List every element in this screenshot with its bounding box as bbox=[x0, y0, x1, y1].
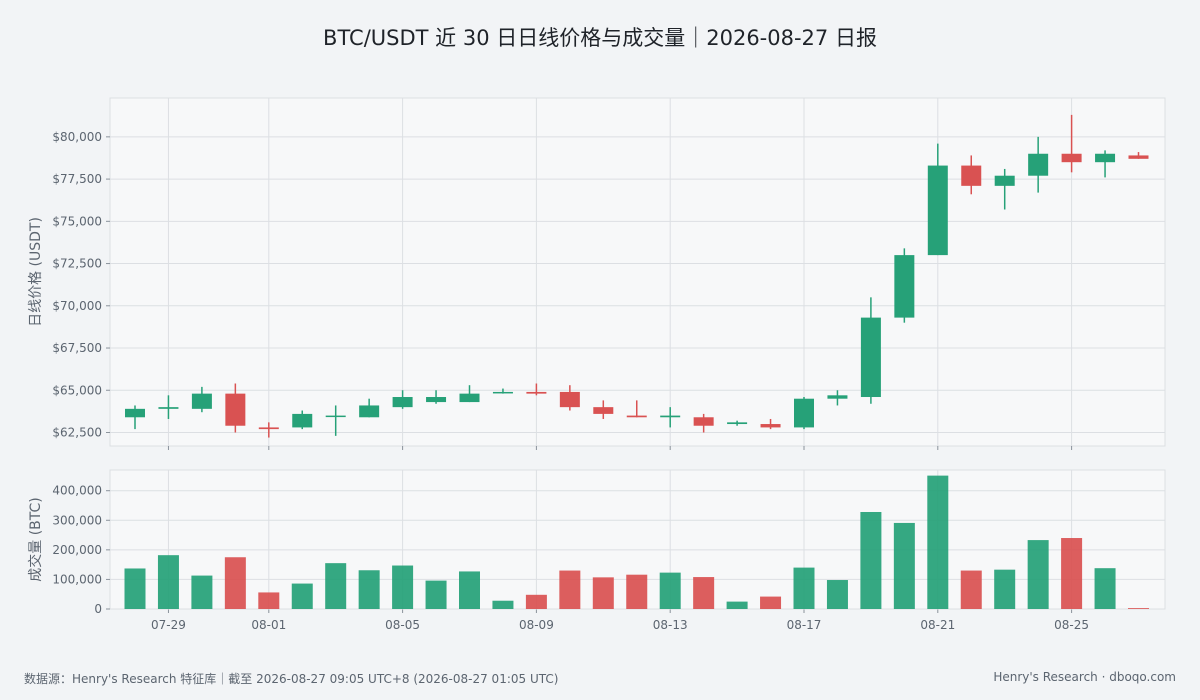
volume-ytick-label: 0 bbox=[94, 602, 102, 616]
volume-bar bbox=[559, 570, 581, 609]
volume-bar bbox=[1094, 568, 1116, 609]
candle-body bbox=[559, 391, 580, 408]
volume-bar bbox=[358, 570, 380, 609]
candle-body bbox=[693, 417, 714, 426]
volume-bar bbox=[927, 475, 949, 609]
candle-body bbox=[158, 407, 179, 409]
candle-body bbox=[492, 391, 513, 394]
volume-bar bbox=[459, 571, 480, 609]
candle-body bbox=[660, 415, 681, 418]
volume-bar bbox=[693, 577, 715, 609]
volume-bar bbox=[157, 555, 179, 609]
volume-bar bbox=[325, 563, 347, 609]
candle-body bbox=[994, 175, 1015, 186]
price-ytick-label: $72,500 bbox=[52, 257, 102, 271]
candle-body bbox=[526, 391, 547, 394]
volume-bar bbox=[291, 583, 313, 609]
xtick-label: 08-09 bbox=[519, 618, 554, 632]
volume-panel: 0 100,000 200,000 300,000 400,000 成交量 (BTC) 07… bbox=[27, 469, 1166, 632]
candle-body bbox=[727, 422, 748, 425]
candle-body bbox=[961, 165, 982, 186]
volume-bar bbox=[960, 570, 982, 609]
volume-bar bbox=[994, 569, 1016, 609]
volume-bar bbox=[893, 522, 915, 609]
candle-body bbox=[258, 427, 279, 430]
footer-source: 数据源：Henry's Research 特征库｜截至 2026-08-27 0… bbox=[24, 672, 559, 686]
volume-bar bbox=[626, 574, 648, 609]
candle-body bbox=[827, 395, 848, 399]
candle-body bbox=[794, 398, 814, 428]
price-ytick-label: $65,000 bbox=[52, 383, 102, 397]
xtick-label: 08-21 bbox=[920, 618, 955, 632]
candle-body bbox=[1128, 155, 1149, 159]
volume-bar bbox=[793, 567, 815, 609]
volume-ytick-label: 300,000 bbox=[52, 513, 102, 527]
volume-bar bbox=[659, 572, 681, 609]
xtick-label: 08-05 bbox=[385, 618, 420, 632]
volume-bar bbox=[525, 594, 547, 609]
volume-bar bbox=[258, 592, 280, 609]
candle-body bbox=[325, 415, 346, 418]
candle-body bbox=[760, 424, 781, 428]
volume-bar bbox=[425, 580, 447, 609]
candle-body bbox=[1028, 153, 1049, 176]
volume-bar bbox=[726, 601, 748, 609]
candle-body bbox=[392, 397, 413, 408]
candle-body bbox=[927, 165, 948, 256]
xtick-label: 08-01 bbox=[251, 618, 286, 632]
candle-body bbox=[359, 405, 380, 418]
candle-body bbox=[459, 393, 480, 403]
volume-bar bbox=[191, 575, 213, 609]
xtick-label: 08-13 bbox=[653, 618, 688, 632]
volume-bar bbox=[224, 557, 246, 609]
candle-body bbox=[894, 255, 915, 318]
volume-bar bbox=[860, 511, 882, 609]
volume-bar bbox=[1027, 540, 1049, 609]
volume-bar bbox=[124, 568, 146, 609]
volume-ytick-label: 200,000 bbox=[52, 543, 102, 557]
candle-body bbox=[292, 413, 313, 428]
volume-bar bbox=[1128, 608, 1149, 609]
candle-body bbox=[593, 407, 614, 414]
volume-ytick-label: 400,000 bbox=[52, 484, 102, 498]
xtick-label: 07-29 bbox=[151, 618, 186, 632]
volume-bar bbox=[592, 577, 614, 609]
candle-body bbox=[626, 415, 647, 418]
volume-bar bbox=[760, 596, 782, 609]
volume-bar bbox=[392, 565, 414, 609]
candle-body bbox=[1095, 153, 1116, 163]
candle-body bbox=[191, 393, 212, 409]
price-ytick-label: $70,000 bbox=[52, 299, 102, 313]
price-ytick-label: $77,500 bbox=[52, 172, 102, 186]
price-ytick-label: $62,500 bbox=[52, 425, 102, 439]
chart-title: BTC/USDT 近 30 日日线价格与成交量｜2026-08-27 日报 bbox=[323, 26, 877, 50]
price-ylabel: 日线价格 (USDT) bbox=[28, 217, 44, 327]
price-plot-area bbox=[109, 97, 1166, 447]
price-ytick-label: $75,000 bbox=[52, 214, 102, 228]
xtick-label: 08-25 bbox=[1054, 618, 1089, 632]
candle-body bbox=[125, 408, 145, 418]
volume-ylabel: 成交量 (BTC) bbox=[27, 497, 44, 582]
price-ytick-label: $67,500 bbox=[52, 341, 102, 355]
price-ytick-label: $80,000 bbox=[52, 130, 102, 144]
price-panel: $62,500 $65,000 $67,500 $70,000 $72,500 $75,0… bbox=[28, 97, 1166, 450]
candle-body bbox=[860, 317, 881, 398]
candle-body bbox=[225, 393, 246, 426]
volume-bar bbox=[1061, 538, 1083, 609]
volume-ytick-label: 100,000 bbox=[52, 572, 102, 586]
volume-bar bbox=[826, 580, 848, 609]
volume-bar bbox=[492, 600, 514, 609]
candle-body bbox=[426, 397, 447, 403]
candle-body bbox=[1061, 153, 1082, 163]
xtick-label: 08-17 bbox=[787, 618, 822, 632]
footer-brand: Henry's Research · dboqo.com bbox=[993, 670, 1176, 684]
